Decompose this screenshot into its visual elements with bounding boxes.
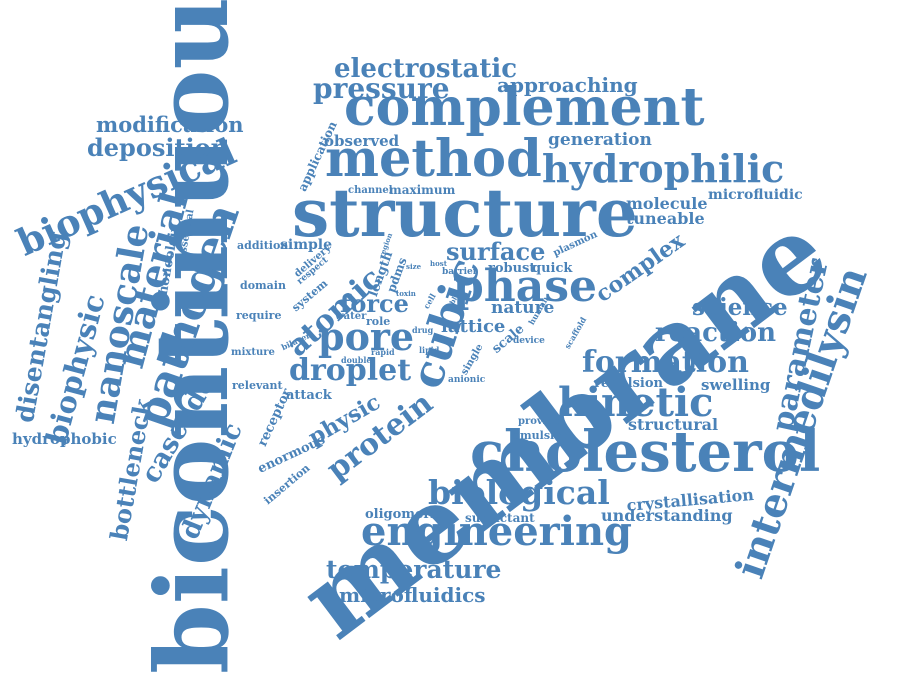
word-structural: structural [628, 415, 719, 434]
word-relevant: relevant [232, 379, 283, 392]
word-hydrophilic: hydrophilic [542, 146, 785, 191]
word-role: role [366, 315, 391, 328]
word-domain: domain [240, 279, 286, 292]
word-provide: provide [518, 416, 560, 427]
word-tuneable: tuneable [626, 209, 705, 228]
word-size: size [406, 262, 422, 271]
word-receptor: receptor [255, 386, 295, 449]
word-device: device [513, 336, 545, 346]
word-host: host [430, 259, 447, 268]
word-barrier: barrier [442, 267, 478, 277]
word-approaching: approaching [497, 73, 638, 97]
word-electrostatic: electrostatic [334, 54, 518, 84]
word-hydrophobic: hydrophobic [12, 430, 117, 448]
word-method: method [325, 129, 542, 189]
word-phase: phase [453, 261, 598, 312]
word-quick: quick [532, 261, 573, 276]
word-cholesterol: cholesterol [470, 419, 821, 485]
word-repulsion: repulsion [594, 376, 663, 391]
word-microfluidic: microfluidic [708, 187, 803, 203]
word-oligomeric: oligomeric [365, 507, 444, 522]
word-formation: formation [582, 345, 749, 380]
word-force: force [340, 289, 409, 318]
word-anionic: anionic [448, 375, 486, 385]
word-reaction: reaction [655, 318, 777, 348]
word-pressure: pressure [313, 72, 450, 105]
word-kinetic: kinetic [558, 379, 714, 426]
word-water: water [335, 311, 367, 322]
word-surfactant: surfactant [465, 511, 535, 525]
word-understanding: understanding [601, 506, 733, 525]
word-engineering: engineering [361, 508, 632, 555]
word-lattice: lattice [441, 316, 506, 337]
word-pore: pore [318, 314, 415, 359]
word-observed: observed [324, 132, 400, 150]
word-modification: modification [96, 112, 244, 137]
word-robust: robust [488, 261, 536, 276]
word-toxin: toxin [396, 289, 416, 298]
word-deposition: deposition [87, 133, 229, 162]
word-structure: structure [292, 174, 638, 252]
word-emulsion: emulsion [513, 429, 570, 442]
word-rapid: rapid [371, 347, 395, 357]
word-simple: simple [280, 237, 333, 253]
word-biological: biological [428, 473, 610, 512]
word-mixture: mixture [231, 347, 275, 358]
word-channel: channel [348, 185, 393, 196]
word-generation: generation [548, 130, 652, 150]
word-complement: complement [344, 77, 705, 138]
word-addition: addition [237, 239, 289, 252]
word-require: require [236, 309, 282, 322]
word-surface: surface [446, 237, 546, 266]
word-microfluidics: microfluidics [339, 583, 486, 607]
word-maximum: maximum [389, 183, 456, 197]
word-drug: drug [412, 325, 434, 335]
word-temperature: temperature [326, 555, 502, 584]
word-molecule: molecule [626, 194, 708, 213]
word-droplet: droplet [289, 353, 412, 388]
word-double: double [341, 355, 372, 365]
word-swelling: swelling [701, 376, 771, 394]
word-nature: nature [491, 298, 555, 318]
word-lipid: lipid [419, 345, 440, 355]
word-science: science [692, 294, 788, 321]
word-attack: attack [286, 388, 332, 403]
